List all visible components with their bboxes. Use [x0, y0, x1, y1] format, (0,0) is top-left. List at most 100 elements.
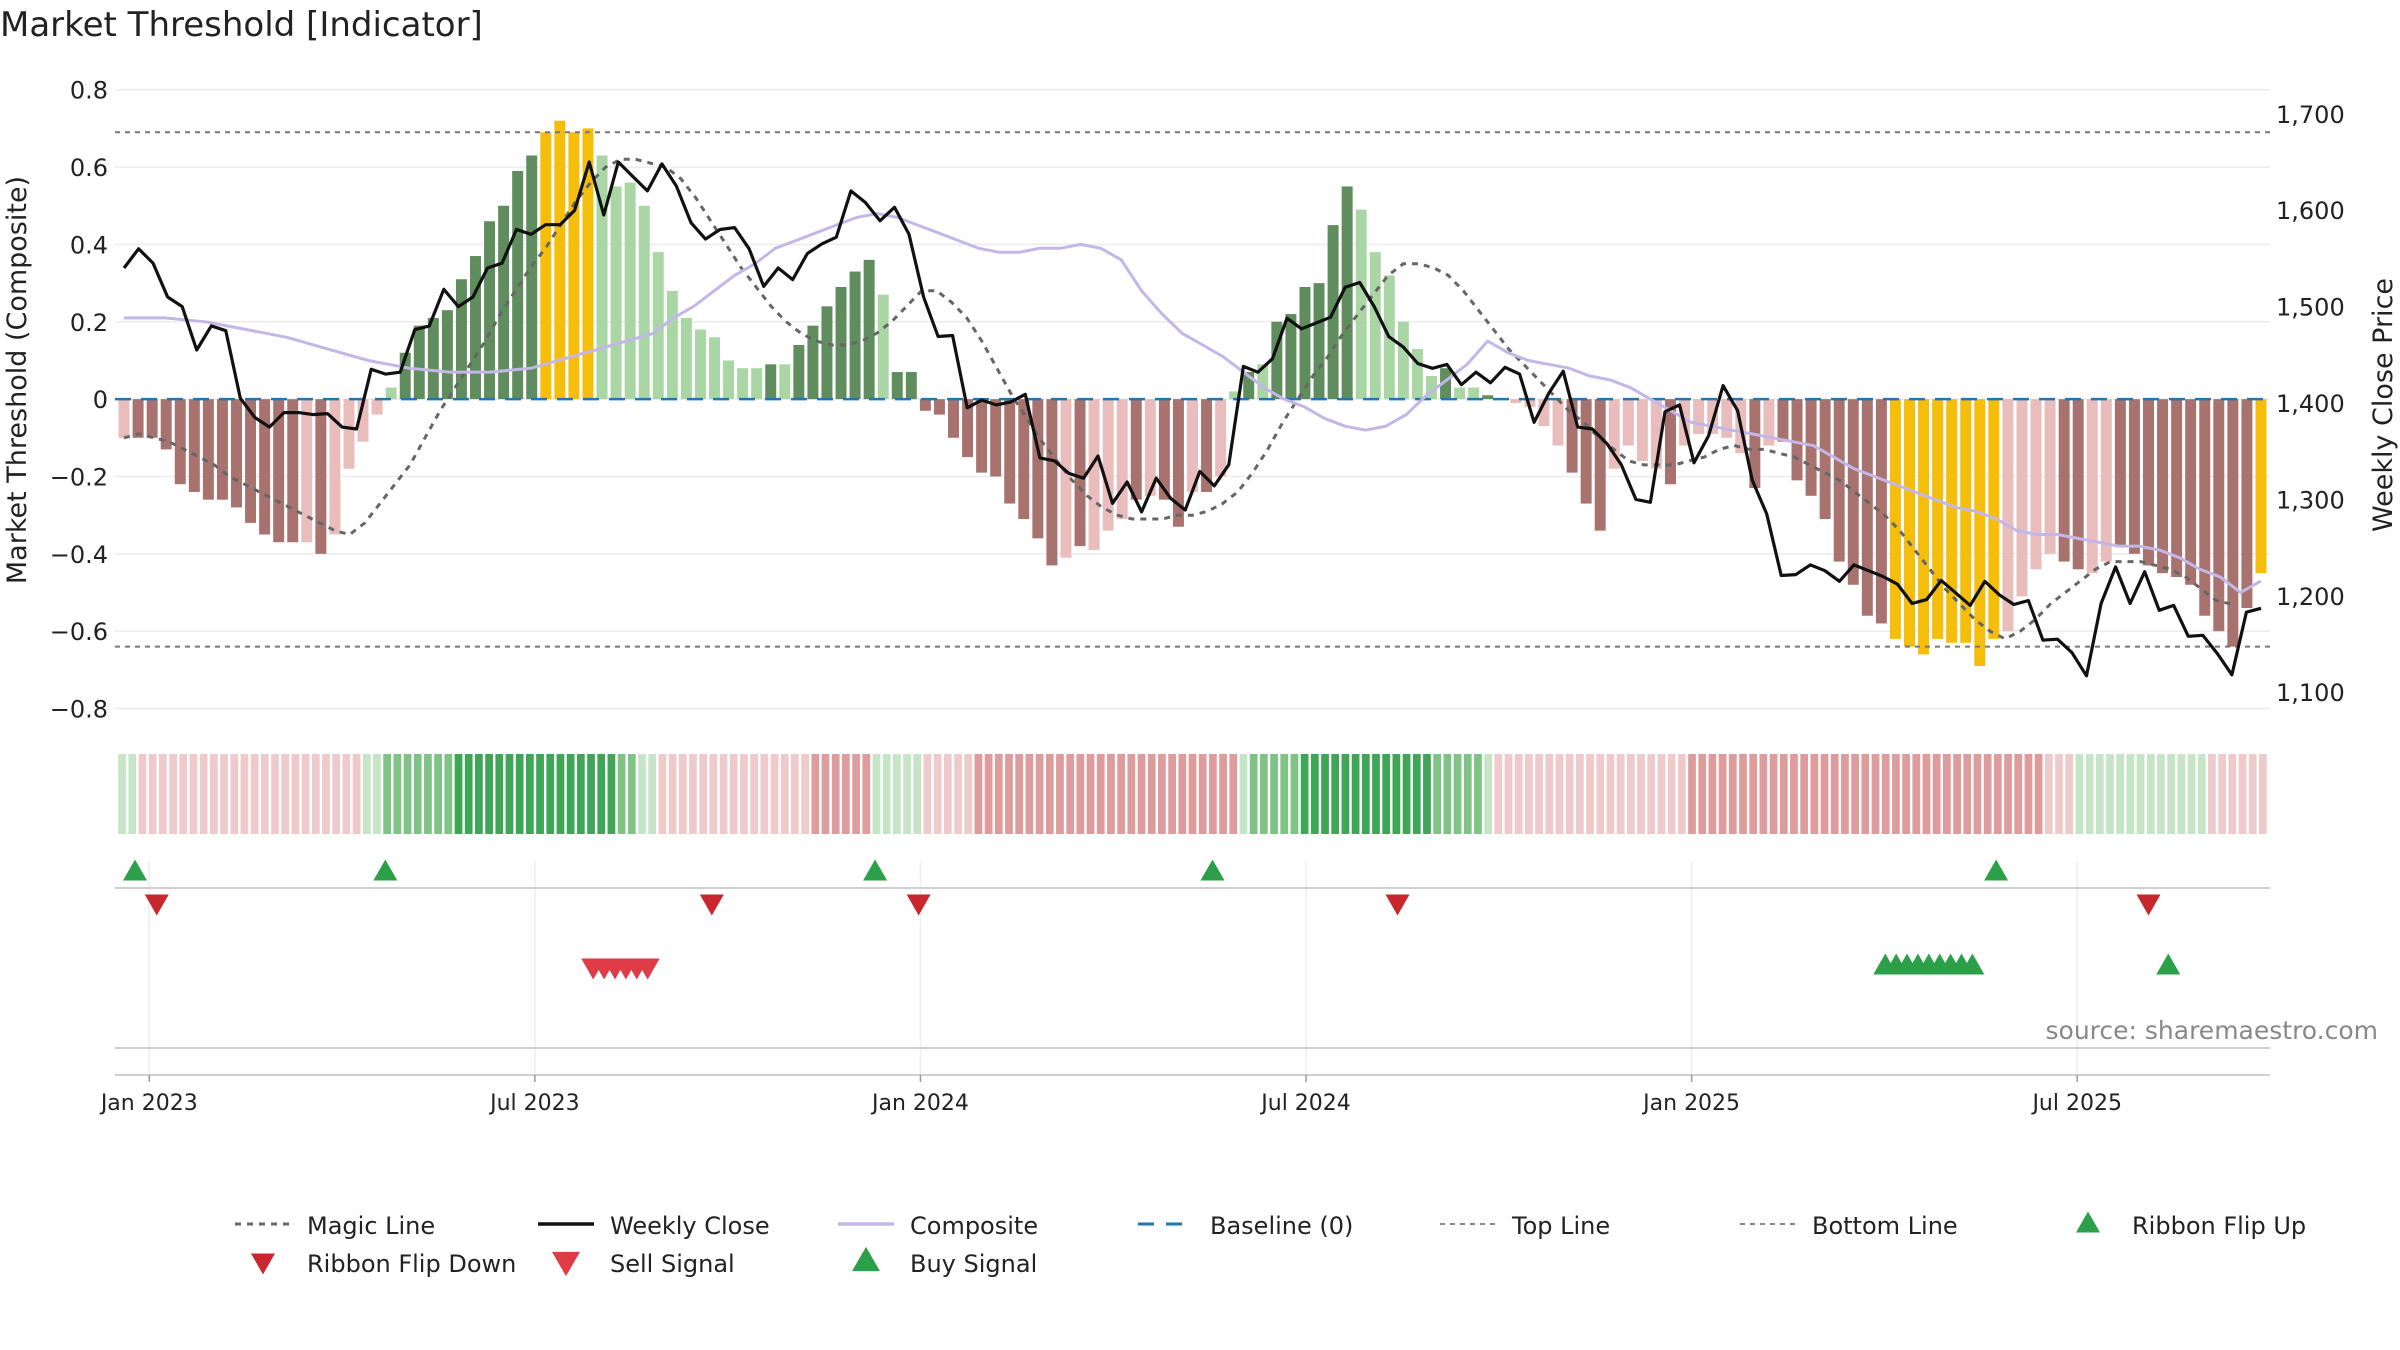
- composite-bar: [216, 399, 228, 500]
- ribbon-segment: [546, 754, 555, 834]
- ribbon-segment: [2004, 754, 2012, 834]
- ribbon-segment: [1718, 754, 1727, 834]
- weekly-close-line: [122, 160, 2262, 678]
- legend-label: Top Line: [1511, 1212, 1610, 1240]
- ribbon-segment: [2157, 754, 2165, 834]
- composite-bar: [259, 399, 271, 535]
- ribbon-segment: [1147, 754, 1156, 834]
- ribbon-segment: [1963, 754, 1972, 834]
- ribbon-segment: [678, 754, 687, 834]
- ribbon-segment: [2075, 754, 2084, 834]
- ribbon-flip-up-marker: [1200, 859, 1225, 881]
- composite-bar: [1369, 252, 1381, 400]
- composite-bar: [1482, 395, 1494, 400]
- composite-bar: [596, 155, 608, 400]
- ribbon-segment: [311, 754, 320, 834]
- ribbon-segment: [230, 754, 239, 834]
- ribbon-segment: [1433, 754, 1442, 834]
- legend-label: Sell Signal: [610, 1250, 735, 1278]
- composite-bar: [1018, 399, 1030, 520]
- y-tick-label: 0.4: [70, 231, 108, 259]
- composite-bar: [1158, 399, 1170, 500]
- composite-bar: [1243, 372, 1255, 400]
- legend-label: Weekly Close: [610, 1212, 770, 1240]
- composite-bar: [1721, 399, 1733, 438]
- legend-label: Composite: [910, 1212, 1038, 1240]
- ribbon-segment: [1667, 754, 1676, 834]
- ribbon-segment: [2167, 754, 2176, 834]
- composite-bar: [1650, 399, 1662, 469]
- y2-tick-label: 1,700: [2276, 101, 2345, 129]
- composite-bar: [1299, 286, 1311, 400]
- ribbon-segment: [1107, 754, 1115, 834]
- composite-bar: [540, 132, 552, 400]
- legend-item-flipup: Ribbon Flip Up: [2076, 1211, 2306, 1240]
- composite-bar: [1215, 399, 1227, 477]
- ribbon-segment: [1871, 754, 1880, 834]
- ribbon-segment: [719, 754, 728, 834]
- ribbon-segment: [1331, 754, 1340, 834]
- ribbon-segment: [1066, 754, 1075, 834]
- y-tick-label: 0.6: [70, 154, 108, 182]
- y-tick-label: −0.6: [50, 618, 108, 646]
- ribbon-segment: [740, 754, 748, 834]
- ribbon-segment: [709, 754, 718, 834]
- ribbon-segment: [1657, 754, 1666, 834]
- ribbon: [118, 754, 2267, 834]
- ribbon-segment: [291, 754, 300, 834]
- ribbon-segment: [1851, 754, 1860, 834]
- composite-bar: [202, 399, 214, 500]
- ribbon-segment: [2055, 754, 2063, 834]
- x-tick-label: Jul 2024: [1259, 1091, 1351, 1116]
- composite-bar: [638, 205, 650, 400]
- composite-bar: [1102, 399, 1114, 531]
- legend-swatch: [2076, 1211, 2100, 1233]
- ribbon-segment: [872, 754, 881, 834]
- composite-bar: [1032, 399, 1044, 539]
- ribbon-segment: [1035, 754, 1044, 834]
- composite-bar: [976, 399, 988, 473]
- composite-bar: [1777, 399, 1789, 442]
- ribbon-segment: [831, 754, 840, 834]
- composite-bar: [1847, 399, 1859, 585]
- ribbon-segment: [1209, 754, 1217, 834]
- ribbon-segment: [515, 754, 524, 834]
- ribbon-segment: [485, 754, 493, 834]
- ribbon-segment: [240, 754, 249, 834]
- ribbon-flip-down-marker: [1385, 894, 1410, 916]
- ribbon-segment: [1892, 754, 1900, 834]
- composite-bar: [441, 310, 453, 400]
- ribbon-segment: [2024, 754, 2033, 834]
- composite-bar: [863, 259, 875, 400]
- legend-label: Magic Line: [307, 1212, 435, 1240]
- ribbon-segment: [1137, 754, 1146, 834]
- composite-bar: [2002, 399, 2014, 632]
- ribbon-segment: [587, 754, 595, 834]
- composite-bar: [1946, 399, 1958, 643]
- legend: Magic Line Weekly Close Composite Baseline …: [235, 1211, 2306, 1278]
- composite-bar: [582, 128, 594, 400]
- ribbon-segment: [1983, 754, 1992, 834]
- composite-bar: [1636, 399, 1648, 462]
- composite-bar: [2072, 399, 2084, 570]
- ribbon-segment: [1056, 754, 1064, 834]
- composite-bar: [273, 399, 285, 543]
- composite-bar: [1229, 391, 1241, 400]
- y-tick-label: −0.4: [50, 541, 108, 569]
- ribbon-segment: [1270, 754, 1278, 834]
- composite-bar: [385, 387, 397, 400]
- ribbon-segment: [209, 754, 218, 834]
- composite-bar: [2016, 399, 2028, 597]
- ribbon-segment: [2116, 754, 2125, 834]
- ribbon-segment: [1698, 754, 1707, 834]
- composite-bar: [948, 399, 959, 438]
- composite-bar: [723, 360, 735, 400]
- composite-bar: [751, 368, 763, 400]
- ribbon-segment: [1616, 754, 1625, 834]
- ribbon-segment: [1504, 754, 1513, 834]
- ribbon-flip-markers: [123, 859, 2161, 916]
- composite-bar: [1271, 321, 1283, 400]
- composite-bar: [568, 132, 580, 400]
- y-tick-label: 0.2: [70, 309, 108, 337]
- legend-label: Ribbon Flip Down: [307, 1250, 516, 1278]
